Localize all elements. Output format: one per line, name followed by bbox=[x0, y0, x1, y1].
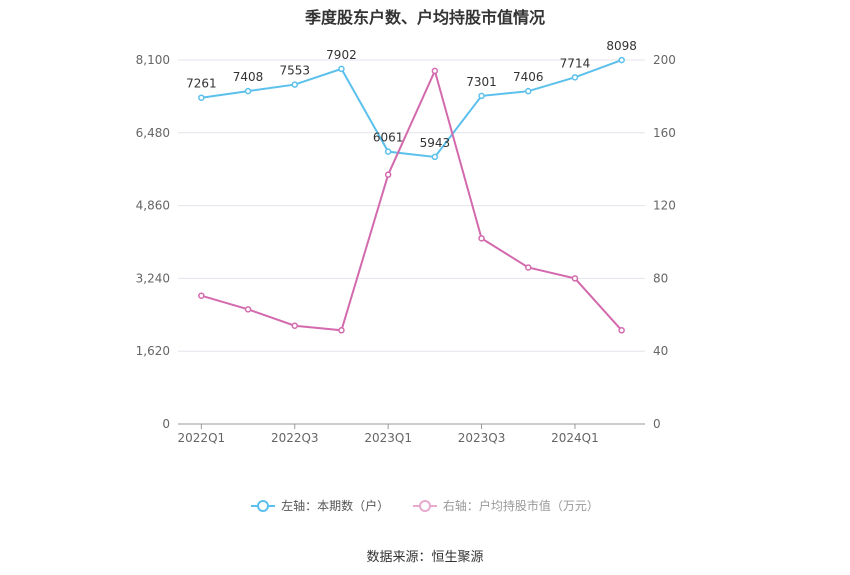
left-axis-tick-label: 0 bbox=[162, 417, 170, 431]
x-axis-tick-label: 2022Q1 bbox=[178, 431, 226, 445]
data-point bbox=[198, 292, 205, 299]
data-point bbox=[384, 171, 392, 178]
data-point bbox=[571, 74, 579, 81]
data-point bbox=[525, 87, 532, 95]
x-axis-tick-label: 2023Q1 bbox=[364, 431, 412, 445]
data-point bbox=[198, 94, 205, 101]
data-point bbox=[618, 327, 625, 334]
data-point bbox=[338, 327, 345, 334]
data-point bbox=[431, 153, 439, 161]
data-label: 7261 bbox=[186, 77, 217, 91]
data-label: 6061 bbox=[373, 131, 404, 145]
x-axis-tick-label: 2024Q1 bbox=[551, 431, 599, 445]
data-point bbox=[478, 92, 485, 100]
series-line-1 bbox=[201, 67, 623, 332]
data-label: 7408 bbox=[233, 70, 264, 84]
left-axis-tick-label: 6,480 bbox=[136, 126, 170, 140]
right-axis-tick-label: 200 bbox=[653, 53, 676, 67]
series-line-0 bbox=[201, 59, 622, 158]
data-point bbox=[478, 235, 485, 242]
left-axis-tick-label: 3,240 bbox=[136, 271, 170, 285]
data-label: 7406 bbox=[513, 70, 544, 84]
right-axis-tick-label: 120 bbox=[653, 199, 676, 213]
right-axis-tick-label: 80 bbox=[653, 271, 668, 285]
data-label: 7553 bbox=[279, 64, 310, 78]
x-axis-tick-label: 2022Q3 bbox=[271, 431, 319, 445]
data-label: 5943 bbox=[420, 136, 451, 150]
left-axis-tick-label: 8,100 bbox=[136, 53, 170, 67]
left-axis-tick-label: 4,860 bbox=[136, 199, 170, 213]
data-point bbox=[618, 56, 625, 64]
legend-item-market-value[interactable]: 右轴：户均持股市值（万元） bbox=[412, 497, 599, 514]
data-label: 7714 bbox=[560, 56, 591, 70]
legend-label-households: 左轴：本期数（户） bbox=[281, 499, 390, 513]
data-point bbox=[525, 264, 532, 271]
data-label: 8098 bbox=[606, 39, 637, 53]
data-point bbox=[244, 87, 252, 95]
data-point bbox=[431, 67, 439, 75]
data-point bbox=[244, 306, 252, 313]
data-point bbox=[571, 275, 579, 282]
data-label: 7902 bbox=[326, 48, 357, 62]
right-axis-tick-label: 40 bbox=[653, 344, 668, 358]
right-axis-tick-label: 160 bbox=[653, 126, 676, 140]
legend-marker-blue-icon bbox=[251, 499, 276, 512]
data-point bbox=[338, 65, 345, 73]
legend-item-households[interactable]: 左轴：本期数（户） bbox=[251, 497, 389, 514]
data-source: 数据来源：恒生聚源 bbox=[366, 550, 484, 565]
x-axis-tick-label: 2023Q3 bbox=[458, 431, 506, 445]
legend-label-market-value: 右轴：户均持股市值（万元） bbox=[442, 499, 599, 513]
chart-title: 季度股东户数、户均持股市值情况 bbox=[304, 8, 545, 27]
left-axis-tick-label: 1,620 bbox=[136, 344, 170, 358]
legend-marker-pink-icon bbox=[412, 499, 437, 512]
data-point bbox=[291, 81, 298, 88]
legend: 左轴：本期数（户） 右轴：户均持股市值（万元） bbox=[0, 497, 850, 516]
data-point bbox=[384, 148, 392, 155]
data-point bbox=[291, 322, 298, 329]
line-chart: 0 0 1,620 40 3,240 80 4,860 120 6,480 160 8,100 200… bbox=[136, 39, 676, 445]
data-label: 7301 bbox=[466, 75, 497, 89]
right-axis-tick-label: 0 bbox=[653, 417, 661, 431]
